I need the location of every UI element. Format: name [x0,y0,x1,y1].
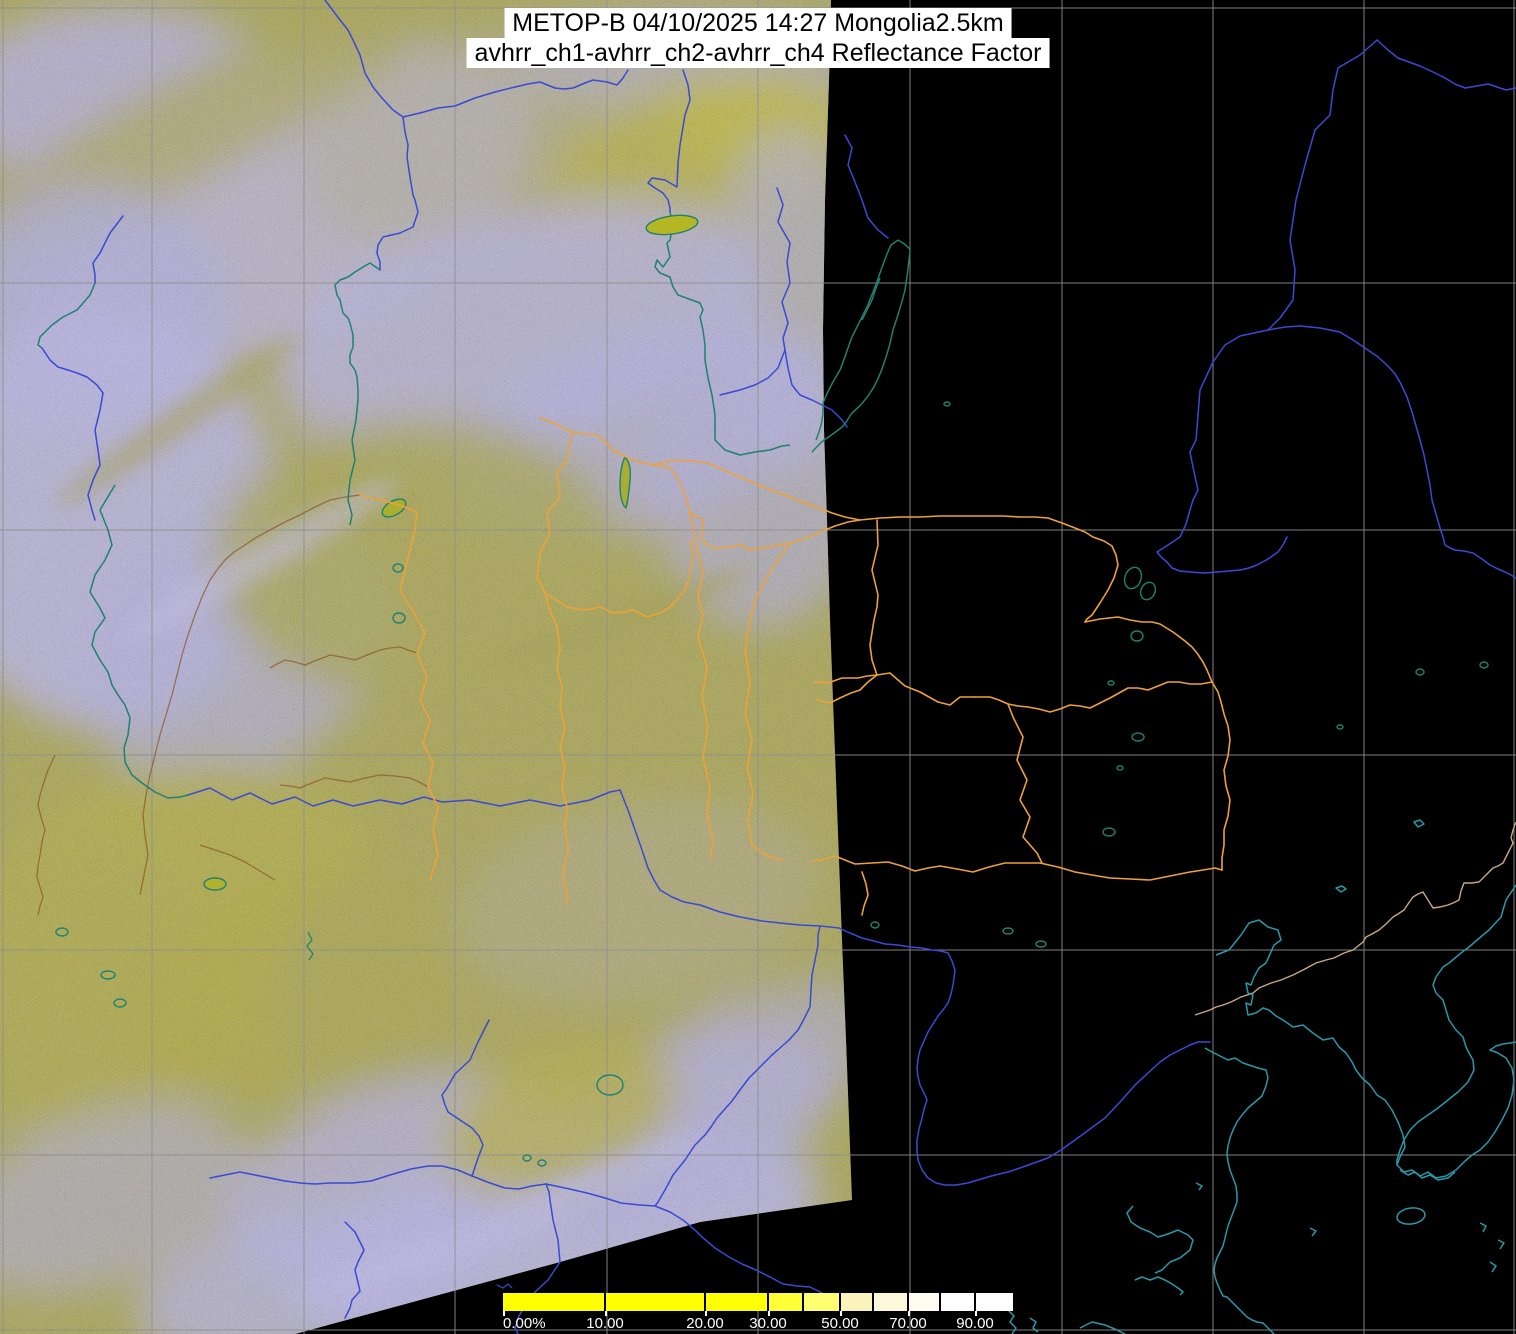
lake-outlines [55,214,699,1167]
colorbar-tick [705,1311,707,1316]
colorbar-segment-70-80 [908,1293,940,1311]
colorbar-tick [503,1311,505,1316]
colorbar-segment-20-30 [705,1293,768,1311]
colorbar-divider [939,1293,941,1311]
teal-river-and-lake-lines [37,211,791,961]
colorbar-divider [872,1293,874,1311]
colorbar-divider [604,1293,606,1311]
image-title: METOP-B 04/10/2025 14:27 Mongolia2.5km a… [466,8,1050,68]
image-title-line1: METOP-B 04/10/2025 14:27 Mongolia2.5km [504,8,1012,38]
colorbar-divider [974,1293,976,1311]
colorbar-segment-90-100 [975,1293,1013,1311]
colorbar-tick [768,1311,770,1316]
colorbar-label: 30.00 [749,1315,787,1332]
colorbar-tick [840,1311,842,1316]
colorbar-segment-80-90 [940,1293,975,1311]
coastline-lines [1007,819,1516,1334]
colorbar-divider [767,1293,769,1311]
image-title-line2: avhrr_ch1-avhrr_ch2-avhrr_ch4 Reflectanc… [466,38,1050,68]
colorbar-divider [907,1293,909,1311]
colorbar-divider [802,1293,804,1311]
colorbar-label: 70.00 [889,1315,927,1332]
colorbar-tick [908,1311,910,1316]
colorbar-label: 10.00 [586,1315,624,1332]
colorbar-segment-60-70 [873,1293,908,1311]
dim-country-border-lines [36,494,429,916]
colorbar-divider [704,1293,706,1311]
small-lakes-black-region [870,401,1489,948]
colorbar: 0.00% 10.00 20.00 30.00 50.00 70.00 90.00 [503,1293,1013,1332]
colorbar-segment-40-50 [803,1293,840,1311]
lake-baikal-outline [811,239,911,453]
colorbar-label: 90.00 [956,1315,994,1332]
colorbar-segment-0-10 [503,1293,605,1311]
colorbar-label: 50.00 [821,1315,859,1332]
colorbar-segment-50-60 [840,1293,873,1311]
province-border-tan-line [1194,821,1516,1016]
colorbar-segment-10-20 [605,1293,705,1311]
country-border-lines-orange [359,417,1231,916]
river-lines-blue [41,0,1516,1334]
colorbar-tick [975,1311,977,1316]
colorbar-label: 0.00% [503,1315,546,1332]
colorbar-tick [605,1311,607,1316]
colorbar-divider [839,1293,841,1311]
colorbar-segment-30-40 [768,1293,803,1311]
colorbar-label: 20.00 [686,1315,724,1332]
